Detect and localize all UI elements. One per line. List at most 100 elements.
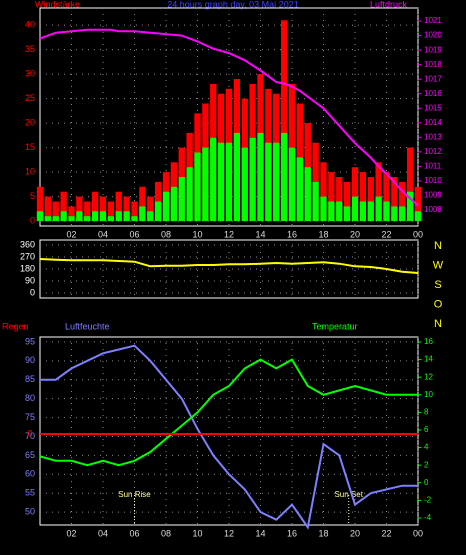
bar <box>36 186 44 222</box>
bar <box>107 216 115 222</box>
bar <box>178 177 185 222</box>
bar <box>296 157 304 222</box>
y-tick-label: 15 <box>25 142 35 152</box>
x-tick-label: 02 <box>66 528 76 538</box>
bar <box>391 177 398 222</box>
bar <box>52 216 59 222</box>
y2-tick-label: 1014 <box>424 118 442 127</box>
y-tick-label: 5 <box>30 191 35 201</box>
bar <box>68 216 75 222</box>
y-tick-label: 75 <box>25 412 35 422</box>
bar <box>336 201 343 222</box>
bar <box>107 201 115 222</box>
x-tick-label: 22 <box>381 229 391 239</box>
y-tick-label: 20 <box>25 117 35 127</box>
x-tick-label: 06 <box>129 528 139 538</box>
bar <box>351 196 359 222</box>
y2-tick-label: 1010 <box>424 176 442 185</box>
bar <box>414 211 422 222</box>
y2-tick-label: 1012 <box>424 147 442 156</box>
line <box>39 358 418 467</box>
bar <box>68 206 75 222</box>
bar <box>288 147 296 222</box>
y-tick-label: 90 <box>25 355 35 365</box>
bar <box>320 196 327 222</box>
bar <box>367 177 374 222</box>
bar <box>154 201 162 222</box>
bar <box>131 201 138 222</box>
bar <box>343 181 351 222</box>
y-label: Windstärke <box>35 0 80 9</box>
y2-label: Temperatur <box>312 321 358 331</box>
y2-tick-label: 1019 <box>424 45 442 54</box>
bar <box>280 132 288 222</box>
y2-tick-label: 1021 <box>424 16 442 25</box>
y-tick-label: 55 <box>25 488 35 498</box>
y-tick-label: 35 <box>25 44 35 54</box>
bar <box>91 211 99 222</box>
y2-tick-label: 1015 <box>424 103 442 112</box>
chart-title: 24 hours graph day, 03 Mai 2021 <box>167 0 298 9</box>
bar <box>217 142 225 222</box>
y2-tick-label: 0 <box>424 478 429 487</box>
x-tick-label: 18 <box>318 528 328 538</box>
y2-tick-label: 1018 <box>424 60 442 69</box>
annotation: Sun Set <box>334 490 363 499</box>
y-label: Luftfeuchte <box>65 321 110 331</box>
bar <box>91 191 99 222</box>
bar <box>131 216 138 222</box>
bar <box>383 172 390 222</box>
x-tick-label: 00 <box>413 229 423 239</box>
bar <box>391 206 398 222</box>
y-tick-label: 0 <box>30 215 35 225</box>
bar <box>336 177 343 222</box>
bar <box>328 172 335 222</box>
y-tick-label: 25 <box>25 93 35 103</box>
bar <box>406 191 414 222</box>
annotation: Sun Rise <box>118 490 151 499</box>
y-tick-label: 65 <box>25 450 35 460</box>
y3-tick-label: 0 <box>27 428 32 438</box>
y-tick-label: 50 <box>25 507 35 517</box>
x-tick-label: 06 <box>129 229 139 239</box>
x-tick-label: 20 <box>350 528 360 538</box>
bar <box>139 186 146 222</box>
x-tick-label: 08 <box>161 229 171 239</box>
x-tick-label: 04 <box>98 229 108 239</box>
x-tick-label: 20 <box>350 229 360 239</box>
y2-tick-label: -2 <box>424 495 432 504</box>
x-tick-label: 18 <box>318 229 328 239</box>
bar <box>375 196 382 222</box>
y-tick-label: 90 <box>25 275 35 285</box>
y2-tick-label: 1011 <box>424 162 442 171</box>
y2-tick-label: 1013 <box>424 132 442 141</box>
compass-label: O <box>434 298 443 310</box>
x-tick-label: 14 <box>255 229 265 239</box>
y-tick-label: 270 <box>20 251 35 261</box>
y-tick-label: 60 <box>25 469 35 479</box>
bar <box>186 167 193 222</box>
line <box>40 344 418 530</box>
bar <box>399 206 406 222</box>
y-tick-label: 10 <box>25 166 35 176</box>
bar <box>44 216 52 222</box>
compass-label: N <box>434 240 442 252</box>
y2-tick-label: 1008 <box>424 205 442 214</box>
x-tick-label: 10 <box>192 528 202 538</box>
x-tick-label: 22 <box>381 528 391 538</box>
bar <box>76 196 83 222</box>
bar <box>60 211 67 222</box>
bar <box>202 147 209 222</box>
bar <box>320 162 327 222</box>
bar <box>36 211 44 222</box>
y2-tick-label: 6 <box>424 425 429 434</box>
bar <box>170 186 178 222</box>
bar <box>383 201 390 222</box>
bar <box>280 20 288 222</box>
bar <box>328 201 335 222</box>
bar <box>52 201 59 222</box>
bar <box>304 167 311 222</box>
bar <box>123 196 130 222</box>
y2-tick-label: 1009 <box>424 191 442 200</box>
bar <box>367 201 374 222</box>
